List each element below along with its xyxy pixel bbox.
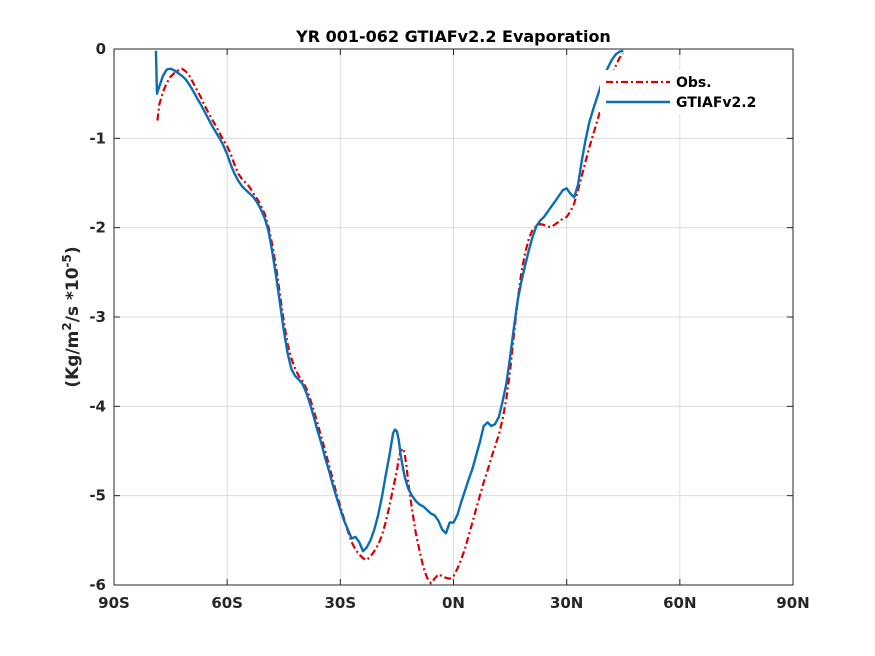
x-tick-label: 90S: [98, 594, 130, 612]
y-tick-label: -5: [89, 487, 106, 505]
x-tick-label: 0N: [442, 594, 465, 612]
y-axis-label: (Kg/m2/s *10-5): [60, 246, 83, 387]
ticks: 90S 60S 30S 0N 30N 60N 90N 0 -1 -2 -3 -4 -5 -6: [89, 40, 809, 612]
y-tick-label: -2: [89, 219, 106, 237]
y-tick-label: 0: [96, 40, 106, 58]
x-tick-label: 60S: [211, 594, 243, 612]
series-line-gtiaf: [154, 49, 624, 553]
legend-box: [600, 70, 778, 114]
series-line-obs: [156, 52, 625, 585]
legend-label-obs: Obs.: [676, 75, 712, 91]
y-tick-label: -3: [89, 308, 106, 326]
chart-title: YR 001-062 GTIAFv2.2 Evaporation: [295, 27, 611, 46]
y-axis-label-sup2: -5: [60, 254, 74, 267]
series-group: [154, 49, 625, 585]
y-axis-label-prefix: (Kg/m: [63, 331, 83, 388]
x-tick-label: 30S: [324, 594, 356, 612]
y-tick-label: -1: [89, 129, 106, 147]
y-axis-label-middle: /s *10: [63, 267, 83, 322]
legend: Obs. GTIAFv2.2: [600, 70, 778, 114]
legend-label-gtiaf: GTIAFv2.2: [676, 95, 756, 111]
x-tick-label: 90N: [776, 594, 809, 612]
y-tick-label: -6: [89, 576, 106, 594]
x-tick-label: 30N: [550, 594, 583, 612]
y-axis-label-sup1: 2: [60, 322, 74, 330]
x-tick-label: 60N: [663, 594, 696, 612]
y-tick-label: -4: [89, 397, 106, 415]
y-axis-label-suffix: ): [63, 246, 83, 254]
